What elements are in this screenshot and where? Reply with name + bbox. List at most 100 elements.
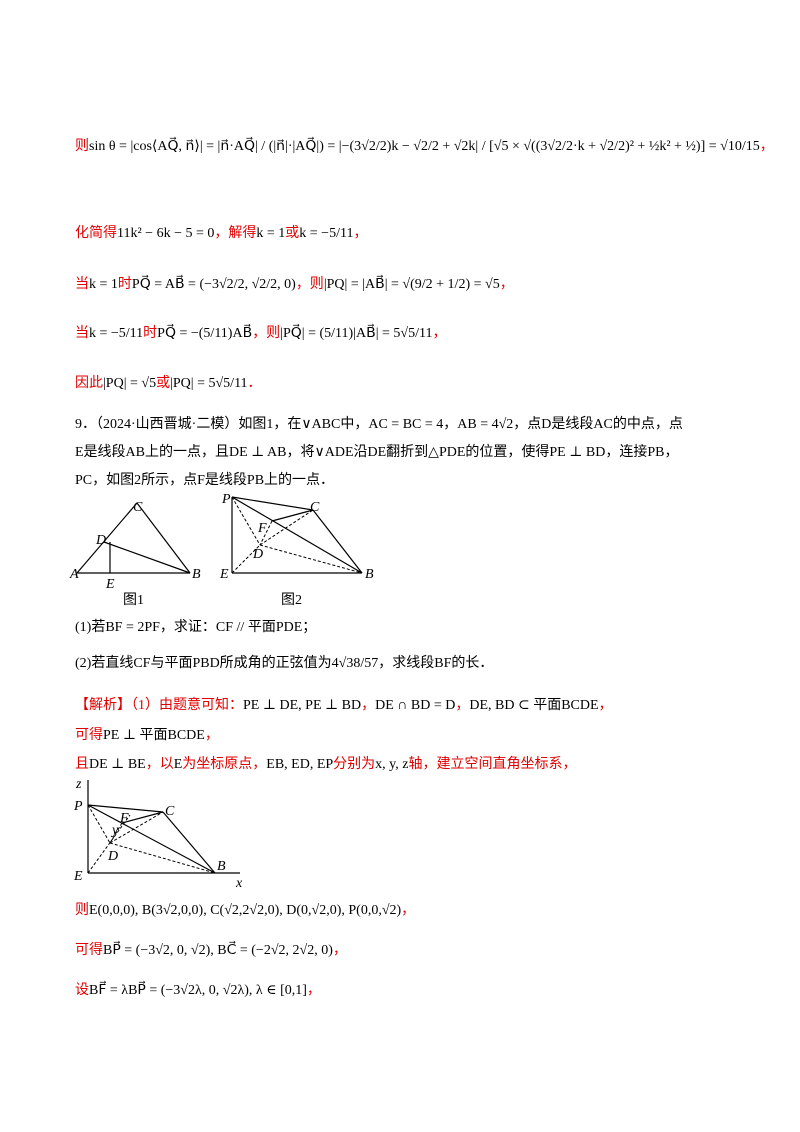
- solution-text: ，: [204, 728, 219, 743]
- math-text: |PQ⃗| = (5/11)|AB⃗| = 5√5/11: [280, 326, 433, 341]
- text-line: 当k = 1时PQ⃗ = AB⃗ = (−3√2/2, √2/2, 0)，则|P…: [75, 273, 514, 293]
- solution-text: 设: [75, 983, 89, 998]
- solution-text: ．: [247, 376, 262, 391]
- figure-1: C D A E B 图1: [69, 500, 201, 608]
- text-line: E是线段AB上的一点，且DE ⊥ AB，将∨ADE沿DE翻折到△PDE的位置，使…: [75, 441, 678, 461]
- point-label: C: [133, 500, 143, 515]
- solution-text: ，: [306, 983, 321, 998]
- solution-text: 则: [75, 903, 89, 918]
- point-label: B: [217, 859, 226, 874]
- point-label: E: [219, 567, 229, 582]
- math-text: 9．（2024·山西晋城·二模）如图1，在∨ABC中，AC = BC = 4，A…: [75, 417, 683, 432]
- math-text: k = −5/11: [89, 326, 144, 341]
- solution-text: 时: [117, 277, 132, 292]
- math-text: EB, ED, EP: [266, 757, 334, 772]
- solution-text: ，: [401, 903, 416, 918]
- point-label: B: [365, 567, 374, 582]
- point-label: P: [221, 492, 231, 507]
- point-label: E: [105, 577, 115, 592]
- math-text: 11k² − 6k − 5 = 0: [117, 226, 215, 241]
- solution-text: 且: [75, 757, 89, 772]
- math-text: DE, BD ⊂ 平面BCDE: [469, 698, 599, 713]
- solution-text: 为坐标原点，: [182, 757, 267, 772]
- point-label: D: [95, 533, 106, 548]
- solution-text: 轴，建立空间直角坐标系，: [408, 757, 577, 772]
- point-label: C: [165, 804, 175, 819]
- text-line: 当k = −5/11时PQ⃗ = −(5/11)AB⃗，则|PQ⃗| = (5/…: [75, 322, 446, 342]
- math-text: |PQ| = √5: [103, 376, 157, 391]
- point-label: P: [73, 799, 83, 814]
- math-text: BP⃗ = (−3√2, 0, √2), BC⃗ = (−2√2, 2√2, 0…: [103, 943, 333, 958]
- text-line: 则E(0,0,0), B(3√2,0,0), C(√2,2√2,0), D(0,…: [75, 899, 415, 919]
- solution-text: ，以: [145, 757, 174, 772]
- math-text: |PQ| = 5√5/11: [170, 376, 248, 391]
- solution-text: 或: [156, 376, 171, 391]
- solution-text: ，则: [252, 326, 281, 341]
- text-line: 【解析】（1）由题意可知：PE ⊥ DE, PE ⊥ BD，DE ∩ BD = …: [75, 694, 613, 714]
- text-line: 可得PE ⊥ 平面BCDE，: [75, 724, 219, 744]
- solution-text: ，: [455, 698, 470, 713]
- solution-text: 可得: [75, 943, 103, 958]
- caption: 图1: [123, 593, 144, 608]
- text-line: 设BF⃗ = λBP⃗ = (−3√2λ, 0, √2λ), λ ∈ [0,1]…: [75, 979, 321, 999]
- figure-3: z P C F y D E B x: [73, 777, 243, 891]
- solution-text: 分别为: [333, 757, 376, 772]
- point-label: E: [73, 869, 83, 884]
- math-text: PQ⃗ = AB⃗ = (−3√2/2, √2/2, 0): [131, 277, 296, 292]
- point-label: F: [119, 811, 129, 826]
- math-text: k = 1: [89, 277, 118, 292]
- solution-text: ，: [598, 698, 613, 713]
- axis-label: y: [110, 823, 119, 838]
- math-text: E是线段AB上的一点，且DE ⊥ AB，将∨ADE沿DE翻折到△PDE的位置，使…: [75, 445, 679, 460]
- solution-text: 因此: [75, 376, 103, 391]
- math-text: DE ⊥ BE: [89, 757, 146, 772]
- solution-text: ，: [332, 943, 347, 958]
- text-line: 可得BP⃗ = (−3√2, 0, √2), BC⃗ = (−2√2, 2√2,…: [75, 939, 347, 959]
- math-text: (2)若直线CF与平面PBD所成角的正弦值为4√38/57，求线段BF的长．: [75, 656, 494, 671]
- solution-text: ，: [759, 139, 774, 154]
- axis-label: x: [235, 876, 243, 891]
- math-text: k = 1: [256, 226, 286, 241]
- text-line: PC，如图2所示，点F是线段PB上的一点．: [75, 469, 334, 489]
- solution-text: 【解析】（1）由题意可知：: [75, 698, 243, 713]
- solution-text: ，: [361, 698, 376, 713]
- math-text: DE ∩ BD = D: [375, 698, 456, 713]
- text-line: 化简得11k² − 6k − 5 = 0，解得k = 1或k = −5/11，: [75, 222, 367, 242]
- caption: 图2: [281, 593, 302, 608]
- point-label: F: [257, 521, 267, 536]
- math-text: PE ⊥ DE, PE ⊥ BD: [243, 698, 362, 713]
- text-line: 因此|PQ| = √5或|PQ| = 5√5/11．: [75, 372, 262, 392]
- text-line: (2)若直线CF与平面PBD所成角的正弦值为4√38/57，求线段BF的长．: [75, 652, 493, 672]
- text-line: 9．（2024·山西晋城·二模）如图1，在∨ABC中，AC = BC = 4，A…: [75, 413, 683, 433]
- text-line: (1)若BF = 2PF，求证：CF // 平面PDE；: [75, 616, 316, 636]
- solution-text: ，: [353, 226, 368, 241]
- solution-text: ，则: [295, 277, 324, 292]
- math-text: PC，如图2所示，点F是线段PB上的一点．: [75, 473, 335, 488]
- axis-label: z: [75, 777, 82, 792]
- text-line: 则sin θ = |cos⟨AQ⃗, n⃗⟩| = |n⃗·AQ⃗| / (|n…: [75, 135, 774, 155]
- solution-text: 时: [143, 326, 158, 341]
- point-label: C: [310, 500, 320, 515]
- solution-text: ，: [432, 326, 447, 341]
- point-label: D: [107, 849, 118, 864]
- solution-text: 当: [75, 326, 89, 341]
- solution-text: 或: [285, 226, 300, 241]
- math-text: E(0,0,0), B(3√2,0,0), C(√2,2√2,0), D(0,√…: [89, 903, 402, 918]
- math-text: (1)若BF = 2PF，求证：CF // 平面PDE；: [75, 620, 317, 635]
- math-text: PE ⊥ 平面BCDE: [103, 728, 205, 743]
- solution-text: ，解得: [214, 226, 257, 241]
- solution-text: ，: [499, 277, 514, 292]
- solution-text: 则: [75, 139, 89, 154]
- solution-text: 当: [75, 277, 89, 292]
- point-label: D: [252, 547, 263, 562]
- math-text: BF⃗ = λBP⃗ = (−3√2λ, 0, √2λ), λ ∈ [0,1]: [89, 983, 307, 998]
- math-text: x, y, z: [375, 757, 409, 772]
- math-text: E: [173, 757, 183, 772]
- solution-text: 化简得: [75, 226, 117, 241]
- point-label: B: [192, 567, 201, 582]
- math-text: PQ⃗ = −(5/11)AB⃗: [157, 326, 253, 341]
- point-label: A: [69, 567, 79, 582]
- math-text: |PQ| = |AB⃗| = √(9/2 + 1/2) = √5: [323, 277, 500, 292]
